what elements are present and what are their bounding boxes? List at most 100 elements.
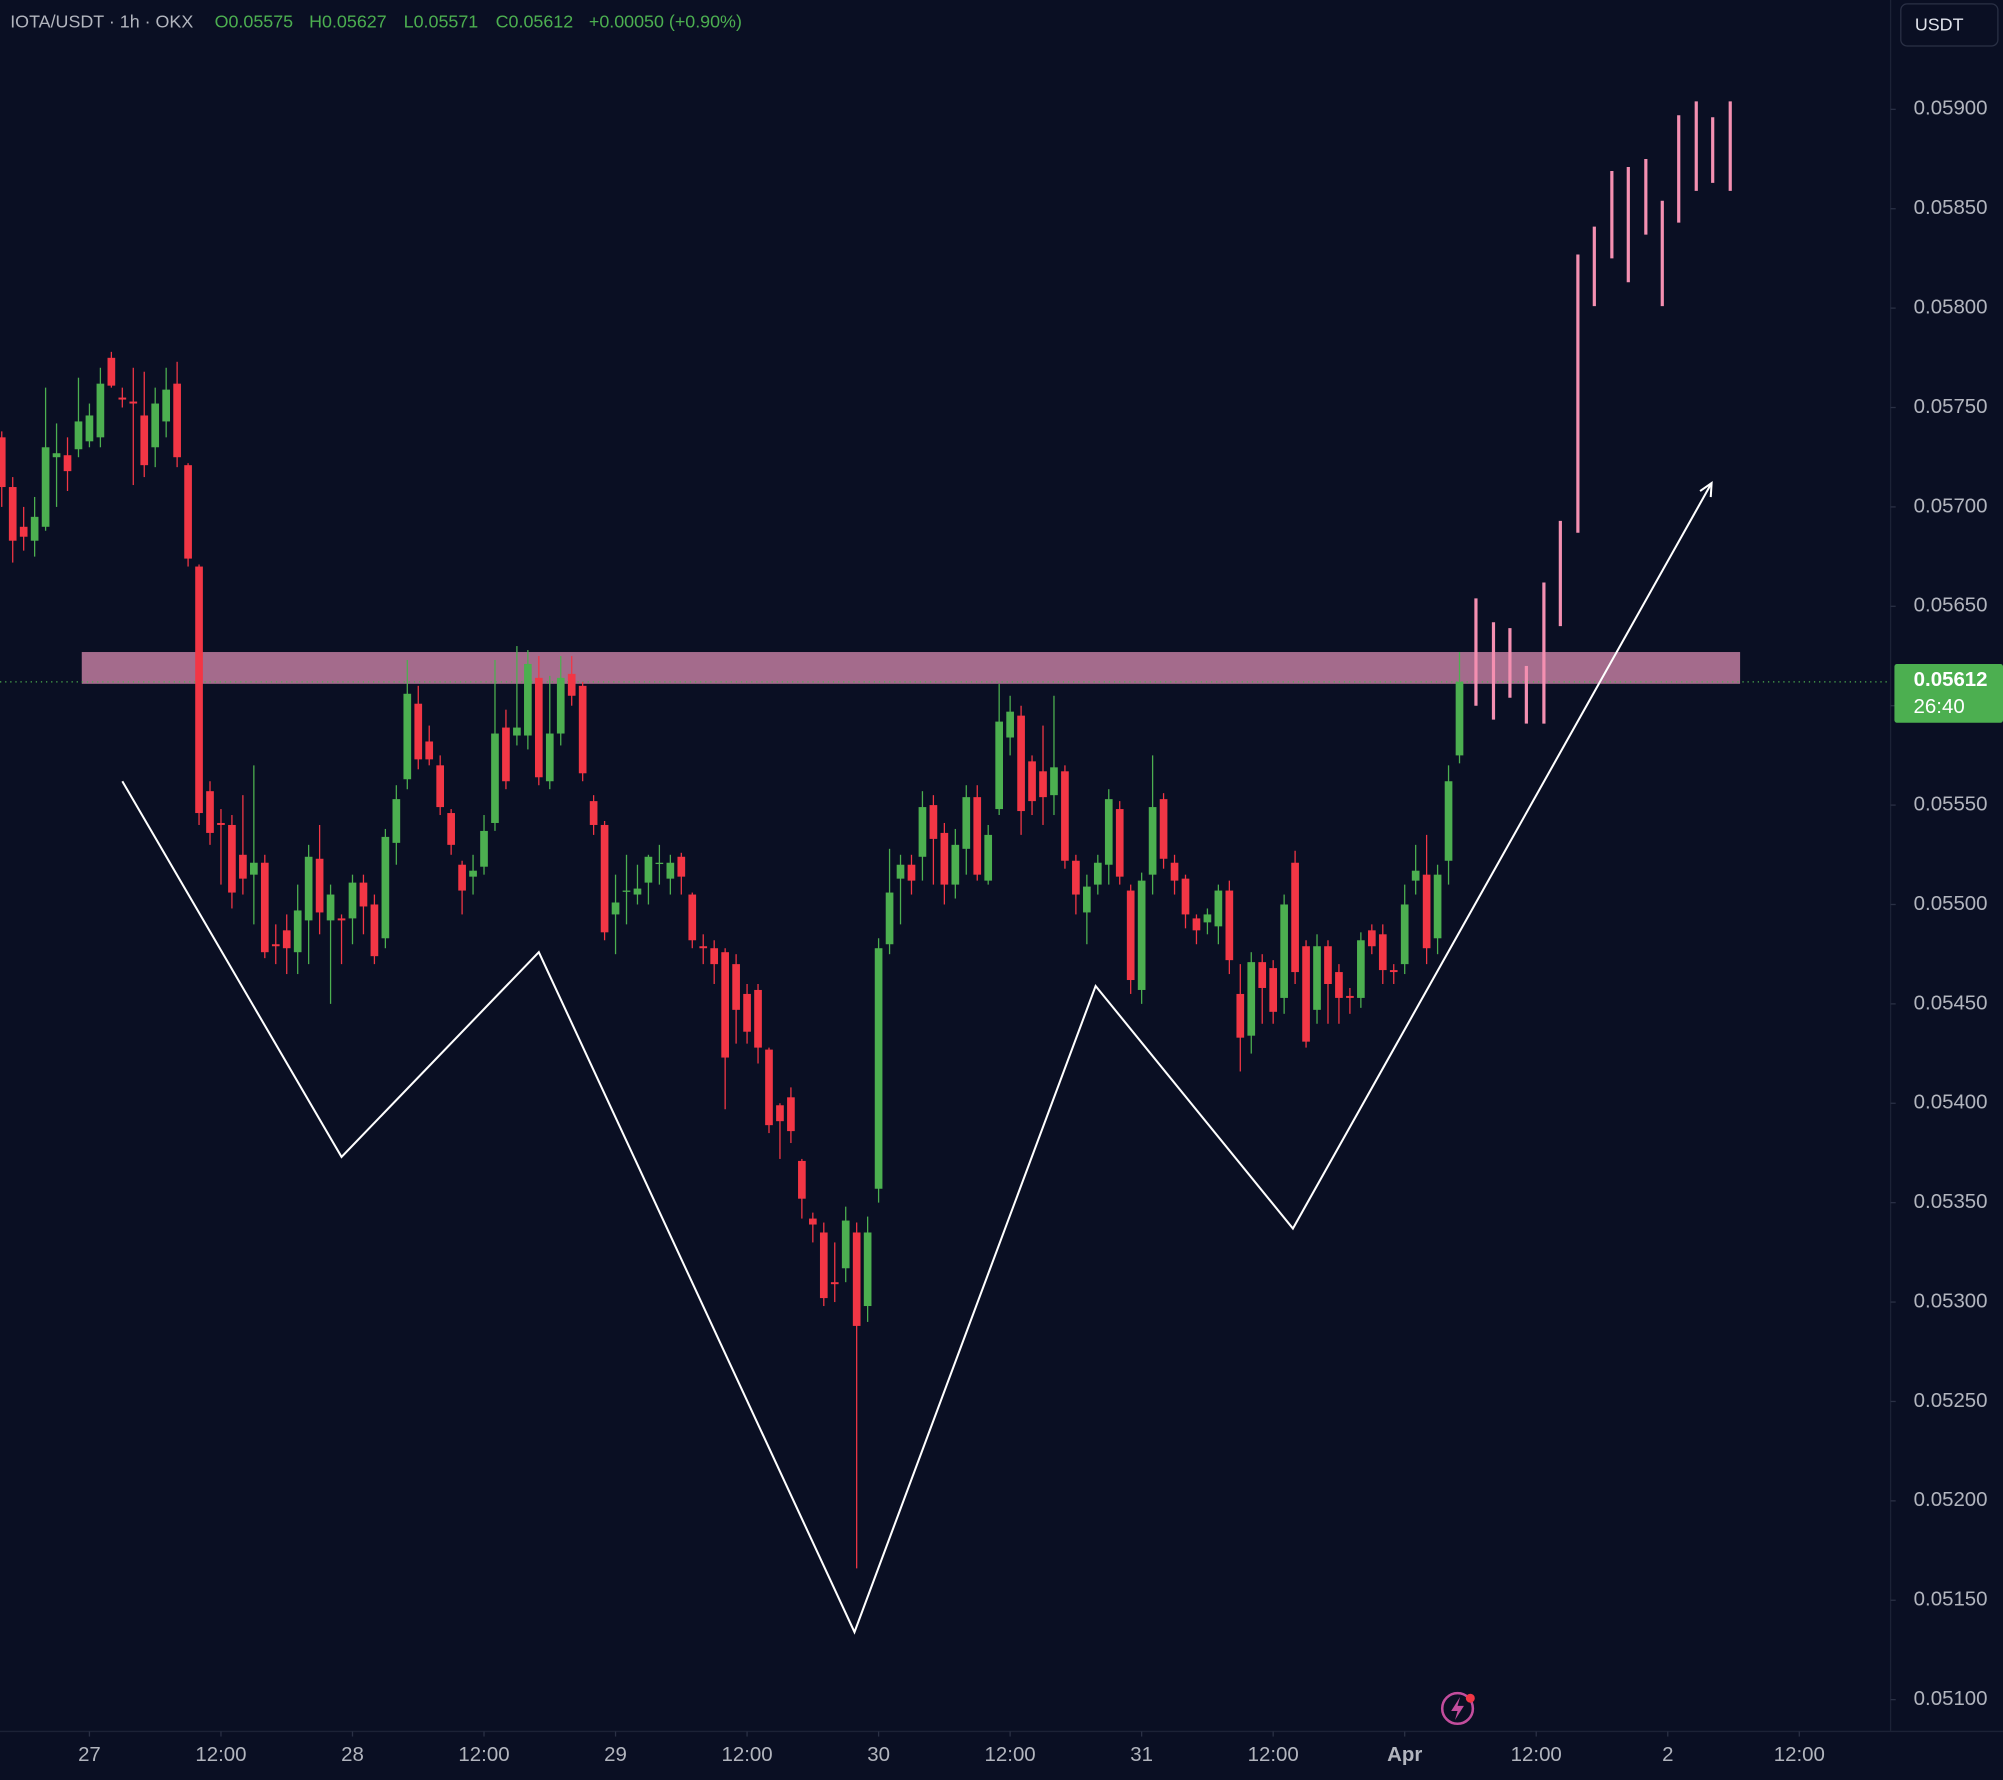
y-tick-label: 0.05500 — [1914, 892, 1988, 915]
candle-body — [721, 952, 729, 1058]
candle-body — [425, 741, 434, 760]
candle-body — [129, 401, 138, 404]
candle-body — [458, 864, 466, 891]
candle-body — [304, 856, 313, 921]
candle-body — [1389, 970, 1398, 973]
candle-body — [885, 892, 894, 945]
candle-body — [534, 677, 543, 778]
candle-body — [973, 797, 982, 875]
candle-body — [1017, 715, 1025, 812]
y-tick-label: 0.05150 — [1914, 1588, 1988, 1611]
candle-body — [995, 721, 1004, 810]
candle-body — [545, 733, 554, 782]
candle-body — [819, 1232, 828, 1299]
candle-body — [929, 805, 938, 839]
y-tick-label: 0.05100 — [1914, 1687, 1988, 1710]
currency-button[interactable] — [1900, 3, 1999, 47]
candle-body — [984, 834, 993, 881]
candle-body — [918, 807, 927, 857]
candle-body — [469, 870, 477, 877]
candle-body — [250, 862, 258, 875]
candle-body — [260, 862, 269, 953]
candle-body — [1444, 781, 1453, 861]
candle-body — [140, 415, 149, 466]
y-tick-label: 0.05850 — [1914, 196, 1988, 219]
candle-body — [1061, 771, 1069, 861]
x-tick-label: 12:00 — [1511, 1743, 1562, 1766]
candle-body — [1006, 711, 1014, 738]
y-tick-label: 0.05450 — [1914, 991, 1988, 1014]
candle-body — [30, 516, 39, 541]
candle-body — [1148, 807, 1157, 875]
candle-body — [1126, 890, 1135, 981]
x-tick-label: 12:00 — [1248, 1743, 1299, 1766]
candle-body — [1028, 761, 1036, 802]
candle-body — [282, 930, 291, 949]
candle-body — [732, 964, 740, 1010]
y-tick-label: 0.05250 — [1914, 1389, 1988, 1412]
y-tick-label: 0.05700 — [1914, 494, 1988, 517]
candle-body — [677, 856, 686, 877]
candle-body — [863, 1232, 872, 1307]
candle-body — [1104, 799, 1113, 865]
candle-body — [1346, 995, 1354, 998]
candle-body — [743, 993, 751, 1032]
candle-body — [787, 1097, 795, 1132]
candle-body — [1192, 918, 1201, 931]
candle-body — [513, 727, 521, 736]
candle-body — [611, 902, 620, 915]
candle-body — [688, 894, 697, 941]
candle-body — [195, 566, 203, 814]
candle-body — [118, 397, 127, 400]
candle-body — [370, 904, 379, 957]
last-price-badge — [1894, 663, 2003, 723]
candle-body — [491, 733, 499, 823]
candle-body — [502, 727, 510, 782]
candle-body — [589, 801, 598, 825]
candle-body — [107, 357, 116, 386]
candle-body — [41, 447, 50, 527]
resistance-zone — [81, 652, 1741, 684]
candle-body — [1258, 962, 1267, 988]
candle-body — [951, 844, 960, 885]
x-tick-label: 31 — [1130, 1743, 1153, 1766]
candle-body — [359, 882, 368, 907]
candle-body — [1247, 962, 1256, 1036]
alert-icon[interactable] — [1440, 1691, 1475, 1726]
candle-body — [19, 526, 28, 537]
candle-body — [765, 1049, 773, 1126]
y-tick-label: 0.05350 — [1914, 1190, 1988, 1213]
x-tick-label: 28 — [341, 1743, 364, 1766]
x-tick-label: 12:00 — [1774, 1743, 1825, 1766]
currency-label[interactable]: USDT — [1915, 14, 1964, 34]
x-tick-label: 12:00 — [195, 1743, 246, 1766]
candle-body — [1411, 870, 1420, 881]
candle-body — [1378, 934, 1387, 971]
candle-body — [173, 383, 181, 458]
candle-body — [1280, 904, 1288, 998]
candle-body — [414, 703, 423, 760]
candle-body — [567, 673, 576, 696]
candle-body — [239, 854, 247, 879]
x-tick-label: 30 — [867, 1743, 890, 1766]
candle-body — [940, 832, 949, 885]
y-tick-label: 0.05300 — [1914, 1289, 1988, 1312]
open-label: O0.05575 — [215, 12, 294, 32]
candle-body — [1225, 890, 1234, 961]
candle-body — [1357, 940, 1365, 998]
candle-body — [1291, 862, 1299, 973]
candle-body — [271, 944, 280, 947]
candle-body — [162, 389, 170, 422]
x-tick-label: 12:00 — [985, 1743, 1036, 1766]
candle-body — [1335, 972, 1343, 998]
x-tick-label: 2 — [1662, 1743, 1673, 1766]
close-label: C0.05612 — [496, 12, 574, 32]
candle-body — [1083, 886, 1091, 913]
change-label: +0.00050 (+0.90%) — [589, 12, 742, 32]
low-label: L0.05571 — [404, 12, 479, 32]
pattern-arrowhead — [1699, 481, 1713, 498]
candle-body — [293, 910, 302, 953]
candle-body — [798, 1160, 806, 1199]
candle-body — [1093, 862, 1102, 885]
